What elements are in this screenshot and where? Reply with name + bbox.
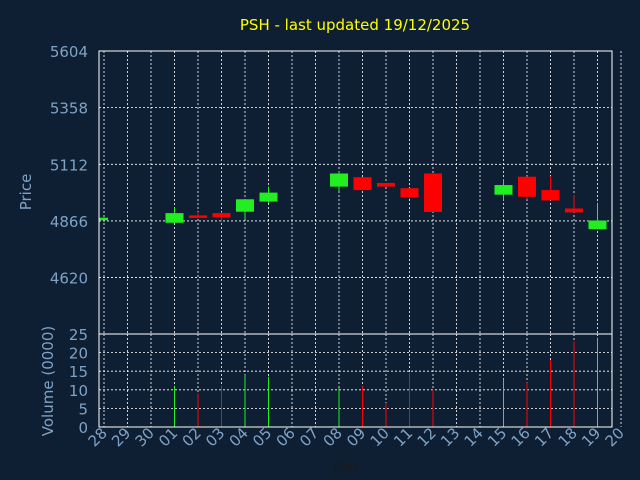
x-tick: 13 (437, 424, 463, 450)
x-tick-labels: 2829300102030405060708091011121314151617… (85, 424, 628, 450)
candle-body (99, 217, 108, 221)
volume-y-tick: 0 (78, 419, 88, 437)
candle-28 (99, 217, 108, 221)
price-y-tick: 5604 (50, 43, 88, 61)
x-tick: 17 (531, 424, 557, 450)
candle-body (588, 220, 607, 230)
price-y-tick: 4866 (50, 213, 88, 231)
volume-axis-label: Volume (0000) (39, 326, 57, 436)
x-tick: 30 (132, 424, 158, 450)
candle-body (541, 190, 560, 201)
x-tick: 03 (202, 424, 228, 450)
volume-bars (174, 337, 598, 427)
candle-08 (330, 171, 348, 192)
price-y-tick-labels: 4620 4866 5112 5358 5604 (50, 43, 88, 288)
x-tick: 08 (320, 424, 346, 450)
candle-body (165, 213, 184, 223)
x-tick: 18 (555, 424, 581, 450)
candle-body (236, 199, 254, 212)
x-tick: 01 (155, 424, 181, 450)
x-tick: 04 (226, 424, 252, 450)
candle-body (353, 177, 372, 191)
candle-16 (518, 176, 536, 200)
candle-body (377, 182, 395, 187)
candle-body (189, 215, 207, 218)
chart-title: PSH - last updated 19/12/2025 (240, 16, 470, 34)
candle-02 (189, 211, 207, 218)
x-tick: 02 (179, 424, 205, 450)
volume-grid (99, 333, 622, 428)
volume-y-tick: 15 (69, 363, 88, 381)
x-tick: 07 (296, 424, 322, 450)
candlesticks (99, 171, 607, 230)
candle-11 (400, 188, 419, 199)
x-tick: 20 (602, 424, 628, 450)
volume-plot-frame (98, 333, 613, 428)
x-tick: 15 (484, 424, 510, 450)
candle-body (494, 185, 513, 195)
candle-18 (565, 195, 583, 213)
candle-body (212, 213, 231, 218)
volume-y-tick: 20 (69, 345, 88, 363)
x-tick: 09 (343, 424, 369, 450)
candle-body (565, 208, 583, 213)
price-y-tick: 5112 (50, 156, 88, 174)
x-tick: 10 (367, 424, 393, 450)
candle-body (330, 173, 348, 187)
candle-03 (212, 212, 231, 222)
x-tick: 12 (414, 424, 440, 450)
price-y-tick: 5358 (50, 100, 88, 118)
candle-15 (494, 179, 513, 201)
x-tick: 28 (85, 424, 111, 450)
candle-body (424, 173, 442, 212)
volume-y-tick: 5 (78, 400, 88, 418)
candle-05 (259, 186, 278, 203)
x-axis-label: Day (333, 459, 361, 475)
x-tick: 29 (108, 424, 134, 450)
price-y-tick: 4620 (50, 270, 88, 288)
candle-10 (377, 182, 395, 187)
x-tick: 14 (461, 424, 487, 450)
x-tick: 11 (390, 424, 416, 450)
volume-y-tick: 10 (69, 382, 88, 400)
candle-04 (236, 199, 254, 220)
candle-17 (541, 176, 560, 201)
volume-y-tick: 25 (69, 326, 88, 344)
x-tick: 06 (273, 424, 299, 450)
candle-19 (588, 202, 607, 230)
x-tick: 05 (249, 424, 275, 450)
price-axis-label: Price (17, 174, 35, 211)
candle-01 (165, 207, 184, 223)
x-tick: 19 (578, 424, 604, 450)
candle-body (518, 176, 536, 197)
candle-body (259, 192, 278, 202)
candle-body (400, 188, 419, 198)
candle-09 (353, 177, 372, 191)
candle-12 (424, 173, 442, 212)
x-tick: 16 (508, 424, 534, 450)
